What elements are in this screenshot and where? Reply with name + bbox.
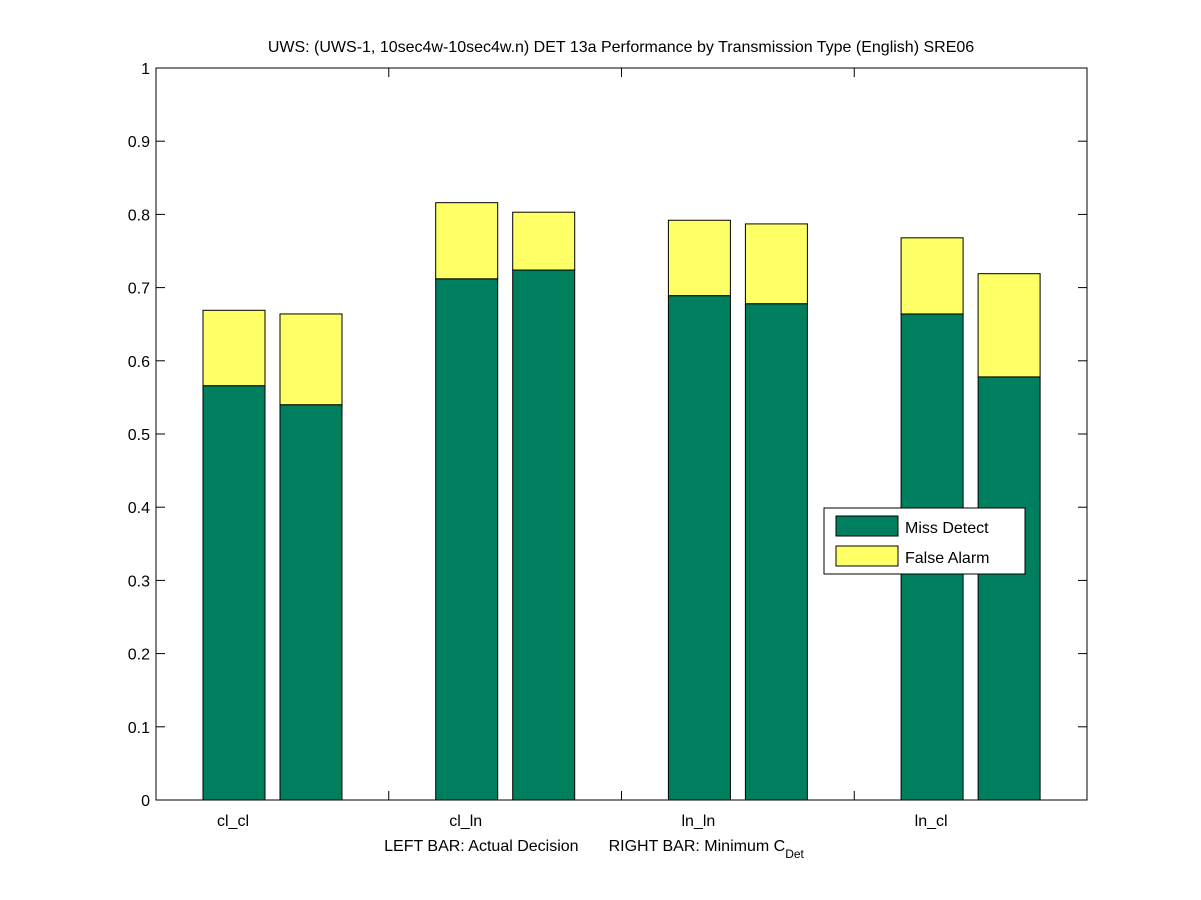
y-tick-label: 0.3 bbox=[128, 573, 150, 590]
xlabel-right: RIGHT BAR: Minimum C bbox=[609, 838, 786, 855]
y-tick-label: 0.2 bbox=[128, 647, 150, 664]
bar-fa-right-cl_ln bbox=[512, 211, 576, 271]
bar-miss-left-ln_ln bbox=[667, 295, 731, 801]
legend-swatch-miss bbox=[835, 515, 899, 537]
bar-miss-left-cl_cl bbox=[202, 385, 266, 801]
bar-miss-right-cl_ln bbox=[512, 269, 576, 801]
x-axis: cl_cl cl_ln ln_ln ln_cl bbox=[217, 68, 948, 830]
legend-label-miss: Miss Detect bbox=[905, 520, 989, 537]
chart-title: UWS: (UWS-1, 10sec4w-10sec4w.n) DET 13a … bbox=[268, 39, 974, 56]
x-axis-label: LEFT BAR: Actual Decision RIGHT BAR: Mini… bbox=[384, 838, 804, 861]
bar-miss-right-ln_ln bbox=[744, 303, 808, 801]
x-tick-label: cl_ln bbox=[449, 813, 482, 830]
y-tick-label: 0.6 bbox=[128, 354, 150, 371]
bar-fa-left-cl_ln bbox=[435, 202, 499, 280]
y-tick-label: 1 bbox=[141, 61, 150, 78]
bar-fa-right-cl_cl bbox=[279, 313, 343, 406]
bar-miss-right-ln_cl bbox=[977, 376, 1041, 801]
y-tick-label: 0.5 bbox=[128, 427, 150, 444]
y-tick-label: 0.1 bbox=[128, 720, 150, 737]
bar-fa-left-ln_ln bbox=[667, 219, 731, 297]
bars bbox=[202, 202, 1041, 801]
legend-label-fa: False Alarm bbox=[905, 550, 989, 567]
y-tick-label: 0.8 bbox=[128, 207, 150, 224]
y-tick-label: 0.9 bbox=[128, 134, 150, 151]
bar-fa-left-ln_cl bbox=[900, 237, 964, 315]
x-tick-label: ln_cl bbox=[915, 813, 948, 830]
bar-fa-left-cl_cl bbox=[202, 309, 266, 387]
y-tick-label: 0.7 bbox=[128, 281, 150, 298]
x-tick-label: ln_ln bbox=[681, 813, 715, 830]
xlabel-right-sub: Det bbox=[785, 847, 804, 861]
xlabel-left: LEFT BAR: Actual Decision bbox=[384, 838, 578, 855]
x-tick-label: cl_cl bbox=[217, 813, 249, 830]
legend: Miss Detect False Alarm bbox=[823, 507, 1026, 575]
bar-fa-right-ln_cl bbox=[977, 273, 1041, 378]
y-tick-label: 0.4 bbox=[128, 500, 150, 517]
legend-swatch-fa bbox=[835, 545, 899, 567]
y-tick-label: 0 bbox=[141, 793, 150, 810]
bar-miss-left-cl_ln bbox=[435, 278, 499, 801]
y-axis: 0 0.1 0.2 0.3 0.4 0.5 0.6 0.7 0.8 0.9 1 bbox=[128, 61, 1087, 810]
bar-miss-right-cl_cl bbox=[279, 404, 343, 801]
bar-fa-right-ln_ln bbox=[744, 223, 808, 305]
